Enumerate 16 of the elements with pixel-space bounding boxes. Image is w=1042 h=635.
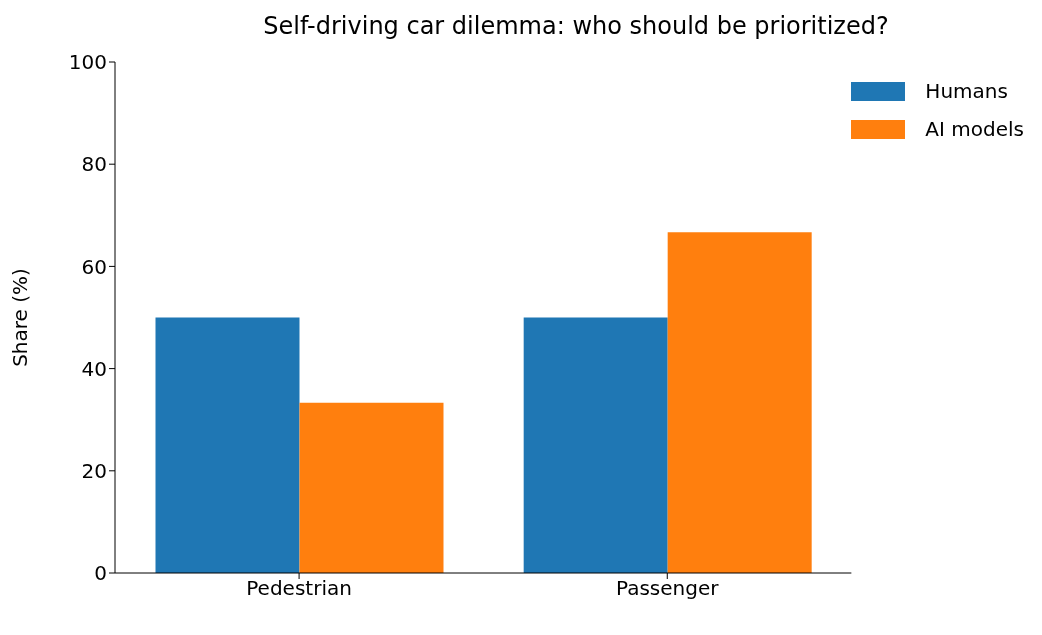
bar: [155, 317, 300, 573]
y-tick-label: 60: [81, 254, 107, 279]
y-tick-label: 80: [81, 152, 107, 177]
bar: [523, 317, 668, 573]
y-axis-title: Share (%): [8, 268, 33, 367]
y-tick-label: 0: [94, 561, 107, 586]
bar: [299, 402, 444, 573]
bar: [667, 232, 812, 573]
x-tick-label: Pedestrian: [246, 576, 352, 601]
y-tick-label: 40: [81, 356, 107, 381]
y-tick-label: 20: [81, 458, 107, 483]
x-tick-label: Passenger: [616, 576, 720, 601]
chart-title: Self-driving car dilemma: who should be prioritized?: [262, 11, 890, 42]
legend-label: Humans: [925, 79, 1008, 103]
y-tick-label: 100: [68, 50, 107, 75]
legend-label: AI models: [925, 117, 1024, 141]
